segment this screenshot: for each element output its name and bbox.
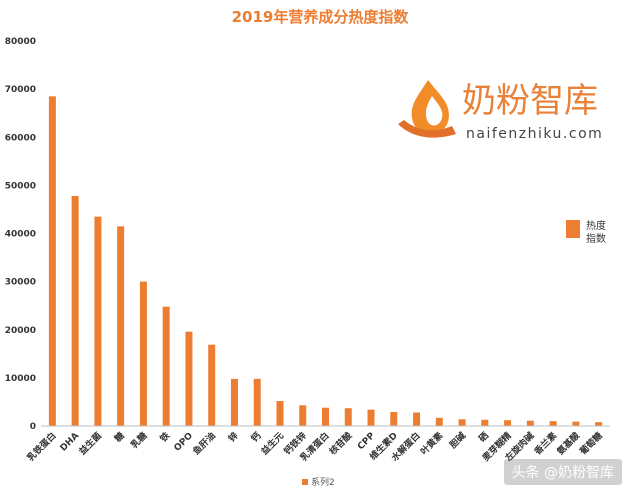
watermark: 头条 @奶粉智库 <box>503 459 622 485</box>
bar <box>253 378 261 426</box>
bar <box>162 306 170 426</box>
bar <box>276 400 284 426</box>
bar <box>458 419 466 426</box>
y-tick-label: 50000 <box>5 181 36 191</box>
bar <box>413 412 421 426</box>
chart-title: 2019年营养成分热度指数 <box>232 8 410 26</box>
bar <box>185 331 193 426</box>
x-tick-label: 硒 <box>476 430 491 445</box>
bottom-legend-label: 系列2 <box>311 476 335 488</box>
y-tick-label: 20000 <box>5 326 36 336</box>
x-tick-label: 益生菌 <box>76 430 104 458</box>
x-tick-label: 乳铁蛋白 <box>25 430 59 464</box>
bar <box>344 408 352 426</box>
bar <box>390 412 398 426</box>
x-tick-label: 锌 <box>226 430 241 445</box>
legend-swatch <box>566 220 580 238</box>
legend: 热度 指数 <box>566 219 606 245</box>
bar <box>48 96 56 426</box>
x-tick-label: 核苷酸 <box>327 429 355 457</box>
bar <box>117 226 125 426</box>
x-tick-label: 叶黄素 <box>418 430 446 458</box>
logo: 奶粉智库 naifenzhiku.com <box>398 80 603 142</box>
x-tick-label: 钙 <box>248 430 263 445</box>
bar <box>322 407 329 426</box>
x-tick-label: 葡萄糖 <box>576 430 604 458</box>
bottom-legend-swatch <box>302 479 308 485</box>
y-tick-label: 30000 <box>5 278 36 288</box>
bar <box>94 216 102 426</box>
bar <box>481 419 489 426</box>
bar <box>71 195 79 426</box>
bar <box>367 409 375 426</box>
x-tick-label: 铁 <box>157 430 172 445</box>
bar <box>435 417 443 426</box>
bottom-legend: 系列2 <box>302 476 335 488</box>
legend-label-line2: 指数 <box>586 232 606 245</box>
y-tick-label: 40000 <box>5 230 36 240</box>
y-tick-label: 70000 <box>5 85 36 95</box>
y-tick-label: 60000 <box>5 133 36 143</box>
x-tick-label: 益生元 <box>259 430 287 458</box>
bar <box>299 405 307 426</box>
bar <box>139 281 147 426</box>
bar <box>230 378 238 426</box>
x-tick-label: 鱼肝油 <box>190 430 218 458</box>
y-tick-label: 0 <box>30 422 36 432</box>
x-tick-label: 糖 <box>112 430 127 445</box>
bar <box>595 422 603 426</box>
y-tick-label: 10000 <box>5 374 36 384</box>
x-tick-label: 香兰素 <box>531 430 559 458</box>
bar <box>572 421 580 426</box>
x-tick-label: 氨基酸 <box>554 429 582 457</box>
bar <box>526 420 534 426</box>
y-tick-label: 80000 <box>5 37 36 47</box>
logo-chinese-text: 奶粉智库 <box>462 81 598 121</box>
logo-english-text: naifenzhiku.com <box>466 126 603 142</box>
y-axis: 0 10000 20000 30000 40000 50000 60000 70000 8000… <box>5 37 36 432</box>
bar <box>208 344 216 426</box>
bars <box>48 96 603 426</box>
x-tick-label: 胆碱 <box>447 430 468 451</box>
bar <box>504 420 512 426</box>
hand-flame-logo-icon <box>398 80 456 138</box>
bar <box>549 421 557 426</box>
x-tick-label: 乳糖 <box>128 430 149 451</box>
legend-label-line1: 热度 <box>586 219 606 232</box>
